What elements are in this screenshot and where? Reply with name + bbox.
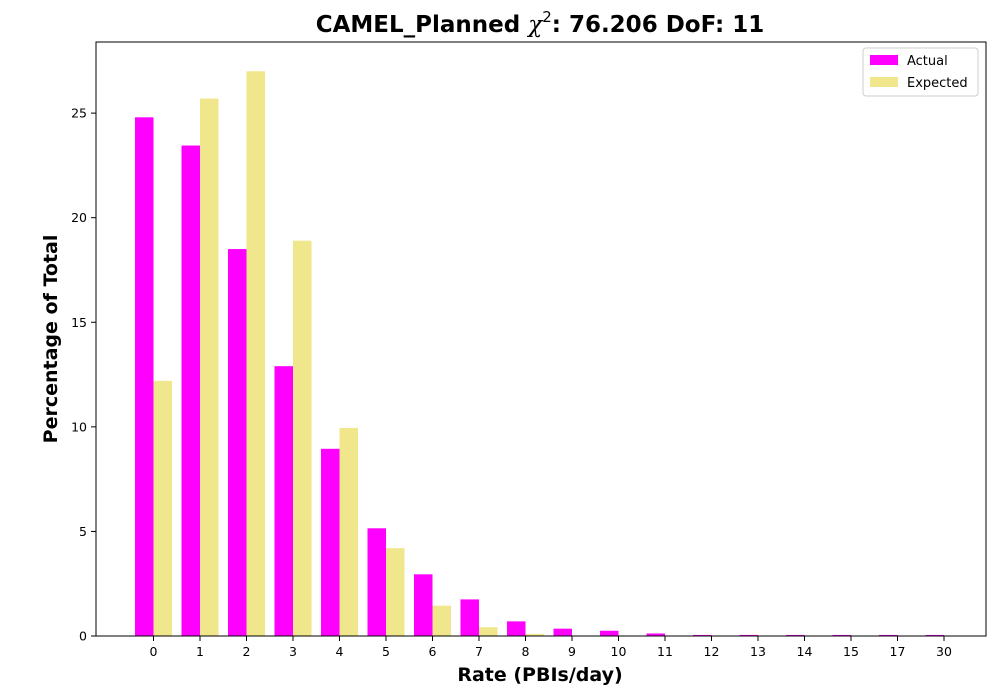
x-tick-label-14: 14 xyxy=(797,644,813,659)
x-axis-ticks: 0 1 2 3 4 5 6 7 8 9 10 11 12 13 14 15 17 30 xyxy=(150,636,952,659)
title-chi-symbol: χ xyxy=(526,12,544,38)
x-tick-label-5: 5 xyxy=(382,644,390,659)
bar-actual-12 xyxy=(693,634,712,636)
x-tick-label-17: 17 xyxy=(890,644,906,659)
x-tick-label-1: 1 xyxy=(196,644,204,659)
x-tick-label-10: 10 xyxy=(611,644,627,659)
x-tick-label-9: 9 xyxy=(568,644,576,659)
bar-actual-5 xyxy=(367,528,386,636)
y-axis-label: Percentage of Total xyxy=(40,235,62,444)
bar-actual-8 xyxy=(507,621,526,636)
x-tick-label-7: 7 xyxy=(475,644,483,659)
bar-actual-7 xyxy=(460,599,479,636)
y-tick-label-5: 5 xyxy=(79,524,87,539)
legend-swatch-expected xyxy=(870,77,898,87)
bar-expected-8 xyxy=(525,633,544,636)
x-tick-label-0: 0 xyxy=(150,644,158,659)
y-tick-label-15: 15 xyxy=(71,315,87,330)
y-tick-label-0: 0 xyxy=(79,629,87,644)
x-axis-label: Rate (PBIs/day) xyxy=(457,664,622,686)
bars-group xyxy=(135,71,944,637)
x-tick-label-30: 30 xyxy=(936,644,952,659)
legend: Actual Expected xyxy=(862,47,979,97)
y-tick-label-25: 25 xyxy=(71,106,87,121)
x-tick-label-3: 3 xyxy=(289,644,297,659)
x-tick-label-6: 6 xyxy=(429,644,437,659)
legend-label-actual: Actual xyxy=(907,54,948,69)
bar-actual-1 xyxy=(181,145,200,636)
title-suffix: : 76.206 DoF: 11 xyxy=(552,12,765,38)
bar-actual-11 xyxy=(646,633,665,636)
bar-expected-6 xyxy=(432,605,451,636)
legend-label-expected: Expected xyxy=(907,76,968,91)
bar-actual-9 xyxy=(553,628,572,636)
bar-expected-1 xyxy=(200,98,219,637)
bar-actual-2 xyxy=(228,249,247,636)
bar-expected-7 xyxy=(479,627,498,636)
plot-frame xyxy=(95,41,987,637)
x-tick-label-8: 8 xyxy=(522,644,530,659)
legend-swatch-actual xyxy=(870,55,898,65)
bar-actual-10 xyxy=(600,630,619,636)
bar-expected-0 xyxy=(153,380,172,636)
title-chi-exponent: 2 xyxy=(542,8,552,26)
y-tick-label-20: 20 xyxy=(71,210,87,225)
bar-expected-4 xyxy=(339,427,358,636)
x-tick-label-2: 2 xyxy=(243,644,251,659)
bar-actual-17 xyxy=(879,634,898,636)
bar-actual-4 xyxy=(321,448,340,636)
title-prefix: CAMEL_Planned xyxy=(316,12,529,38)
x-tick-label-4: 4 xyxy=(336,644,344,659)
bar-actual-0 xyxy=(135,117,154,637)
x-tick-label-12: 12 xyxy=(704,644,720,659)
bar-expected-2 xyxy=(246,71,265,636)
bar-actual-6 xyxy=(414,574,433,636)
chart-title: CAMEL_Planned χ2: 76.206 DoF: 11 xyxy=(316,8,765,38)
x-tick-label-15: 15 xyxy=(843,644,859,659)
bar-actual-3 xyxy=(274,366,293,636)
bar-actual-30 xyxy=(925,634,944,636)
bar-expected-5 xyxy=(386,548,405,636)
bar-actual-14 xyxy=(786,634,805,636)
x-tick-label-13: 13 xyxy=(750,644,766,659)
bar-expected-3 xyxy=(293,240,312,636)
bar-actual-13 xyxy=(739,634,758,636)
bar-actual-15 xyxy=(832,634,851,636)
x-tick-label-11: 11 xyxy=(657,644,673,659)
y-axis-ticks: 0 5 10 15 20 25 xyxy=(71,106,96,644)
y-tick-label-10: 10 xyxy=(71,419,87,434)
